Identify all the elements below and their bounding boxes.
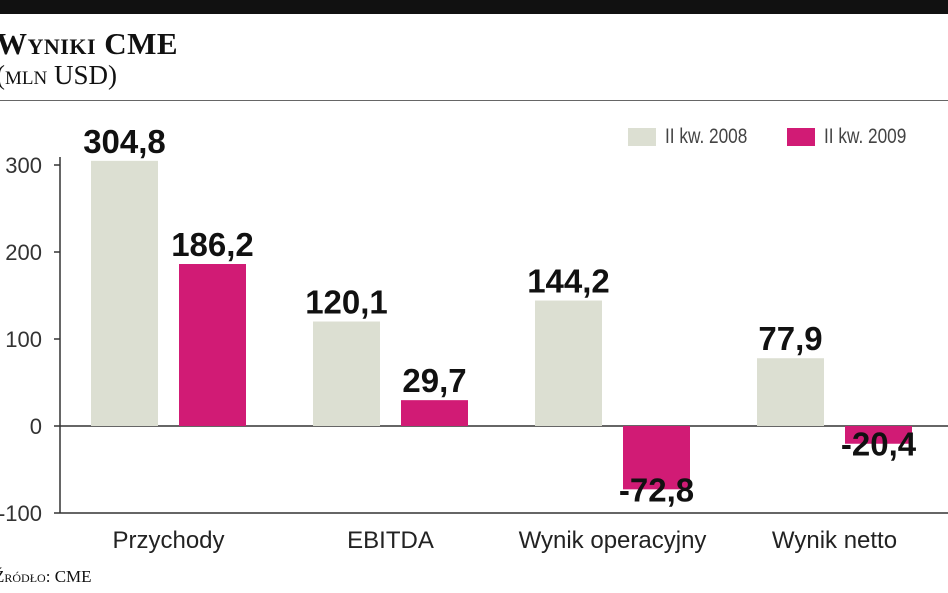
bar-2009 bbox=[179, 264, 246, 426]
bar-2008 bbox=[313, 321, 380, 426]
bar-2008 bbox=[91, 160, 158, 426]
x-category-label: EBITDA bbox=[347, 527, 434, 554]
x-category-label: Przychody bbox=[112, 527, 224, 554]
y-tick-label: 200 bbox=[5, 240, 42, 265]
data-label: 29,7 bbox=[402, 362, 466, 399]
y-tick-label: 0 bbox=[30, 414, 42, 439]
data-label: -20,4 bbox=[841, 426, 917, 463]
bar-2009 bbox=[845, 426, 912, 444]
data-label: 120,1 bbox=[305, 284, 388, 321]
legend-swatch-2009 bbox=[787, 128, 815, 146]
legend-label-2008: II kw. 2008 bbox=[665, 125, 748, 148]
source-note: Źródło: CME bbox=[0, 567, 92, 586]
bar-2009 bbox=[623, 426, 690, 490]
chart-title: Wyniki CME bbox=[0, 26, 179, 61]
bar-2008 bbox=[757, 358, 824, 426]
legend-label-2009: II kw. 2009 bbox=[824, 125, 907, 148]
y-tick-label: 100 bbox=[5, 327, 42, 352]
bar-2008 bbox=[535, 300, 602, 426]
top-bar bbox=[0, 0, 948, 14]
legend-item-2009: II kw. 2009 bbox=[787, 124, 924, 150]
legend-item-2008: II kw. 2008 bbox=[628, 124, 765, 150]
data-label: -72,8 bbox=[619, 471, 694, 508]
chart-subtitle: (mln USD) bbox=[0, 60, 117, 90]
header-divider bbox=[0, 100, 948, 101]
data-label: 304,8 bbox=[83, 123, 166, 160]
legend-swatch-2008 bbox=[628, 128, 656, 146]
x-category-label: Wynik netto bbox=[772, 527, 897, 554]
x-category-label: Wynik operacyjny bbox=[519, 527, 707, 554]
bar-2009 bbox=[401, 400, 468, 426]
y-tick-label: -100 bbox=[0, 501, 42, 526]
data-label: 186,2 bbox=[171, 226, 254, 263]
y-tick-label: 300 bbox=[5, 153, 42, 178]
data-label: 144,2 bbox=[527, 263, 610, 300]
data-label: 77,9 bbox=[758, 320, 822, 357]
